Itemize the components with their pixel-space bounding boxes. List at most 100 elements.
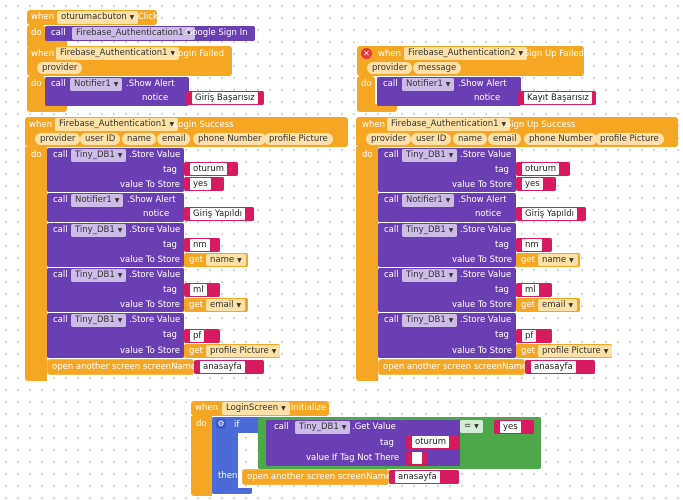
get-variable-block[interactable]: get email ▼	[184, 298, 248, 312]
notifier-show-alert-block[interactable]: call Notifier1 ▼ .Show Alert notice	[377, 77, 521, 106]
component-dropdown[interactable]: Firebase_Authentication1 ▼	[56, 47, 180, 60]
text-string-block[interactable]: anasayfa	[525, 360, 595, 374]
event-parameter[interactable]: provider	[35, 133, 81, 145]
text-string-block[interactable]: nm	[184, 238, 220, 252]
text-string-block[interactable]: yes	[184, 177, 224, 191]
text-string-block[interactable]: anasayfa	[194, 360, 264, 374]
component-dropdown[interactable]: Tiny_DB1 ▼	[402, 269, 458, 282]
component-dropdown[interactable]: Tiny_DB1 ▼	[71, 149, 127, 162]
get-variable-block[interactable]: get email ▼	[516, 298, 580, 312]
text-string-block[interactable]: pf	[184, 329, 220, 343]
text-string-block[interactable]: Kayıt Başarısız	[518, 91, 596, 105]
text-string-block[interactable]: yes	[494, 420, 534, 434]
event-parameter[interactable]: provider	[37, 62, 83, 74]
tinydb-store-value-block[interactable]: call Tiny_DB1 ▼ .Store Value tag value To…	[378, 268, 516, 312]
tinydb-get-value-block[interactable]: call Tiny_DB1 ▼ .Get Value tag value If T…	[266, 420, 402, 466]
event-parameter[interactable]: provider	[367, 62, 413, 74]
string-value[interactable]: ml	[190, 284, 207, 296]
string-value[interactable]: Kayıt Başarısız	[524, 92, 592, 104]
get-variable-block[interactable]: get profile Picture ▼	[184, 344, 281, 358]
component-dropdown[interactable]: Tiny_DB1 ▼	[71, 224, 127, 237]
variable-dropdown[interactable]: profile Picture ▼	[206, 345, 281, 357]
text-string-block[interactable]: nm	[516, 238, 552, 252]
string-value[interactable]: pf	[190, 330, 205, 342]
variable-dropdown[interactable]: profile Picture ▼	[538, 345, 613, 357]
variable-dropdown[interactable]: name ▼	[206, 254, 246, 266]
string-value[interactable]: Giriş Yapıldı	[522, 208, 578, 220]
open-another-screen-block[interactable]: open another screen screenName	[47, 359, 196, 375]
component-dropdown[interactable]: Notifier1 ▼	[402, 78, 455, 91]
event-block-login-failed[interactable]: when Firebase_Authentication1 ▼ .Login Fa…	[27, 46, 232, 76]
tinydb-store-value-block[interactable]: call Tiny_DB1 ▼ .Store Value tag value To…	[47, 223, 184, 267]
tinydb-store-value-block[interactable]: call Tiny_DB1 ▼ .Store Value tag value To…	[378, 148, 516, 192]
event-block-login-success[interactable]: when Firebase_Authentication1 ▼ .Login Su…	[25, 117, 348, 147]
text-string-block[interactable]: ml	[516, 283, 552, 297]
string-value[interactable]	[412, 452, 422, 464]
event-parameter[interactable]: phone Number	[193, 133, 267, 145]
text-string-block[interactable]: oturum	[516, 162, 570, 176]
component-dropdown[interactable]: Notifier1 ▼	[70, 78, 123, 91]
gear-icon[interactable]: ⚙	[216, 419, 226, 429]
event-parameter[interactable]: provider	[366, 133, 412, 145]
text-string-block[interactable]: Giriş Yapıldı	[516, 207, 586, 221]
component-dropdown[interactable]: Notifier1 ▼	[402, 194, 455, 207]
open-another-screen-block[interactable]: open another screen screenName	[378, 359, 527, 375]
string-value[interactable]: nm	[190, 239, 210, 251]
variable-dropdown[interactable]: email ▼	[538, 299, 578, 311]
component-dropdown[interactable]: Tiny_DB1 ▼	[402, 149, 458, 162]
call-google-sign-in-block[interactable]: call Firebase_Authentication1 ▼ .Google S…	[45, 26, 255, 41]
component-dropdown[interactable]: Tiny_DB1 ▼	[402, 314, 458, 327]
event-block-loginscreen-initialize[interactable]: when LoginScreen ▼ .Initialize	[191, 401, 329, 416]
if-block[interactable]: ⚙ if	[212, 417, 264, 433]
text-string-block[interactable]: anasayfa	[389, 470, 459, 484]
string-value[interactable]: nm	[522, 239, 542, 251]
component-dropdown[interactable]: Tiny_DB1 ▼	[402, 224, 458, 237]
string-value[interactable]: Giriş Yapıldı	[190, 208, 246, 220]
event-parameter[interactable]: email	[488, 133, 522, 145]
component-dropdown[interactable]: Tiny_DB1 ▼	[71, 314, 127, 327]
tinydb-store-value-block[interactable]: call Tiny_DB1 ▼ .Store Value tag value To…	[378, 223, 516, 267]
string-value[interactable]: anasayfa	[531, 361, 576, 373]
component-dropdown[interactable]: Firebase_Authentication1 ▼	[387, 118, 511, 131]
text-string-block[interactable]: Giriş Başarısız	[186, 91, 264, 105]
event-parameter[interactable]: phone Number	[524, 133, 598, 145]
event-parameter[interactable]: user ID	[411, 133, 452, 145]
string-value[interactable]: yes	[500, 421, 521, 433]
event-parameter[interactable]: user ID	[80, 133, 121, 145]
component-dropdown[interactable]: Firebase_Authentication2 ▼	[404, 47, 528, 60]
string-value[interactable]: anasayfa	[200, 361, 245, 373]
event-parameter[interactable]: profile Picture	[595, 133, 664, 145]
open-another-screen-block[interactable]: open another screen screenName	[242, 469, 391, 485]
event-parameter[interactable]: email	[157, 133, 191, 145]
text-string-block[interactable]: ml	[184, 283, 220, 297]
notifier-show-alert-block[interactable]: call Notifier1 ▼ .Show Alert notice	[47, 193, 184, 222]
text-string-block[interactable]: pf	[516, 329, 552, 343]
compare-operator-dropdown[interactable]: = ▼	[460, 420, 483, 433]
tinydb-store-value-block[interactable]: call Tiny_DB1 ▼ .Store Value tag value To…	[378, 313, 516, 358]
get-variable-block[interactable]: get name ▼	[516, 253, 580, 267]
event-block-sign-up-failed[interactable]: ✕ when Firebase_Authentication2 ▼ .Sign U…	[357, 46, 584, 76]
variable-dropdown[interactable]: name ▼	[538, 254, 578, 266]
component-dropdown[interactable]: oturumacbuton ▼	[57, 11, 139, 24]
string-value[interactable]: Giriş Başarısız	[192, 92, 258, 104]
event-parameter[interactable]: profile Picture	[264, 133, 333, 145]
component-dropdown[interactable]: Tiny_DB1 ▼	[295, 421, 351, 434]
tinydb-store-value-block[interactable]: call Tiny_DB1 ▼ .Store Value tag value To…	[47, 148, 184, 192]
text-string-block[interactable]	[406, 451, 428, 465]
tinydb-store-value-block[interactable]: call Tiny_DB1 ▼ .Store Value tag value To…	[47, 268, 184, 312]
component-dropdown[interactable]: Notifier1 ▼	[71, 194, 124, 207]
notifier-show-alert-block[interactable]: call Notifier1 ▼ .Show Alert notice	[45, 77, 189, 106]
string-value[interactable]: oturum	[412, 436, 450, 448]
component-dropdown[interactable]: Firebase_Authentication1 ▼	[55, 118, 179, 131]
component-dropdown[interactable]: Firebase_Authentication1 ▼	[72, 27, 196, 40]
event-block-oturumacbuton-click[interactable]: when oturumacbuton ▼ .Click	[27, 10, 158, 25]
event-parameter[interactable]: name	[122, 133, 157, 145]
text-string-block[interactable]: yes	[516, 177, 556, 191]
component-dropdown[interactable]: Tiny_DB1 ▼	[71, 269, 127, 282]
event-block-sign-up-success[interactable]: when Firebase_Authentication1 ▼ .Sign Up …	[356, 117, 678, 147]
event-parameter[interactable]: name	[453, 133, 488, 145]
string-value[interactable]: yes	[190, 178, 211, 190]
get-variable-block[interactable]: get name ▼	[184, 253, 248, 267]
string-value[interactable]: yes	[522, 178, 543, 190]
notifier-show-alert-block[interactable]: call Notifier1 ▼ .Show Alert notice	[378, 193, 516, 222]
